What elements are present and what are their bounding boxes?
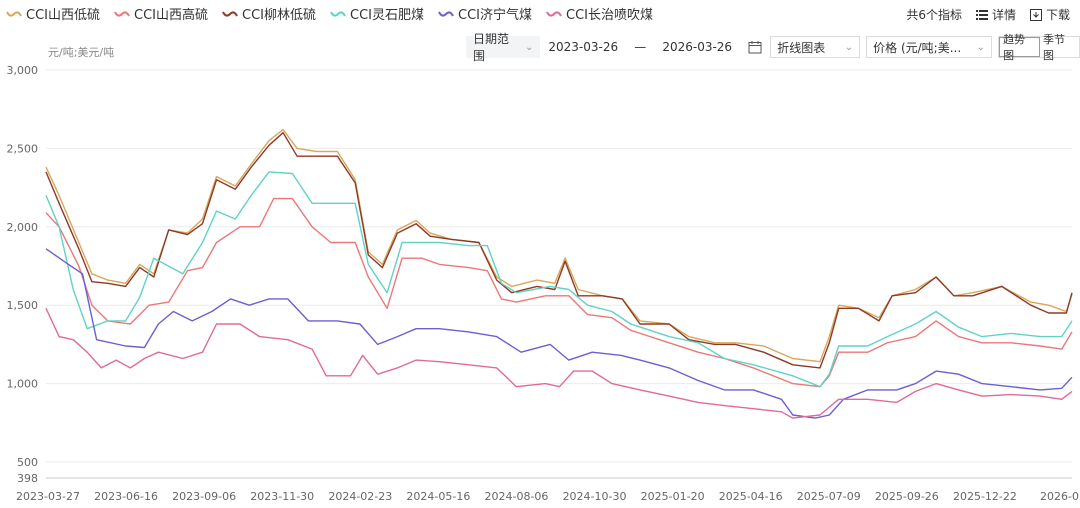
- series-line: [45, 197, 1073, 388]
- series-line: [45, 248, 1073, 419]
- chevron-down-icon: ⌄: [524, 41, 534, 53]
- legend-swatch-icon: [6, 9, 22, 19]
- legend-item[interactable]: CCI灵石肥煤: [330, 4, 424, 23]
- y-tick-label: 2,500: [7, 142, 39, 155]
- x-tick-label: 2023-06-16: [94, 490, 158, 503]
- legend-item[interactable]: CCI济宁气煤: [438, 4, 532, 23]
- details-label: 详情: [991, 8, 1016, 22]
- legend-swatch-icon: [222, 9, 238, 19]
- x-tick-label: 2023-09-06: [172, 490, 236, 503]
- unit-label: 元/吨;美元/吨: [48, 46, 115, 59]
- legend-swatch-icon: [546, 9, 562, 19]
- legend-item[interactable]: CCI山西高硫: [114, 4, 208, 23]
- chevron-down-icon: ⌄: [976, 41, 986, 53]
- indicator-count: 共6个指标: [906, 8, 962, 22]
- y-tick-label: 2,000: [7, 221, 39, 234]
- trend-view-button[interactable]: 趋势图: [999, 33, 1041, 62]
- x-tick-label: 2024-02-23: [328, 490, 392, 503]
- date-range-label: 日期范围: [473, 32, 510, 63]
- x-tick-label: 2026-03: [1040, 490, 1080, 503]
- view-mode-toggle: 趋势图 季节图: [998, 33, 1080, 62]
- chart-toolbar: 日期范围 ⌄ 2023-03-26 — 2026-03-26 折线图表 ⌄ 价格…: [466, 32, 1080, 63]
- download-icon: [1029, 8, 1042, 21]
- x-tick-label: 2025-09-26: [875, 490, 939, 503]
- x-tick-label: 2025-04-16: [719, 490, 783, 503]
- x-tick-label: 2025-12-22: [953, 490, 1017, 503]
- chart-type-value: 折线图表: [777, 40, 826, 55]
- legend-item[interactable]: CCI柳林低硫: [222, 4, 316, 23]
- chart-legend: CCI山西低硫 CCI山西高硫 CCI柳林低硫 CCI灵石肥煤 CCI济宁气煤 CCI长治…: [6, 4, 653, 23]
- x-tick-label: 2025-07-09: [797, 490, 861, 503]
- legend-label: CCI济宁气煤: [458, 8, 532, 23]
- x-tick-label: 2024-08-06: [484, 490, 548, 503]
- legend-swatch-icon: [330, 9, 346, 19]
- price-unit-select[interactable]: 价格 (元/吨;美... ⌄: [866, 36, 993, 58]
- legend-item[interactable]: CCI山西低硫: [6, 4, 100, 23]
- calendar-icon[interactable]: [748, 40, 762, 54]
- end-date-input[interactable]: 2026-03-26: [662, 40, 733, 54]
- y-tick-label: 1,500: [7, 299, 39, 312]
- legend-label: CCI山西高硫: [134, 8, 208, 23]
- download-label: 下载: [1045, 8, 1070, 22]
- series-line: [45, 171, 1073, 388]
- series-line: [45, 132, 1073, 369]
- legend-label: CCI山西低硫: [26, 8, 100, 23]
- chart-type-select[interactable]: 折线图表 ⌄: [770, 36, 861, 58]
- y-tick-label: 398: [17, 472, 38, 485]
- price-unit-value: 价格 (元/吨;美...: [873, 40, 962, 55]
- series-line: [45, 308, 1073, 419]
- legend-label: CCI灵石肥煤: [350, 8, 424, 23]
- seasonal-view-button[interactable]: 季节图: [1043, 33, 1066, 62]
- x-tick-label: 2023-11-30: [250, 490, 314, 503]
- legend-label: CCI长治喷吹煤: [566, 8, 653, 23]
- x-tick-label: 2023-03-27: [16, 490, 80, 503]
- y-tick-label: 500: [17, 456, 38, 469]
- list-icon: [975, 9, 988, 20]
- details-button[interactable]: 详情: [975, 6, 1016, 23]
- x-tick-label: 2024-05-16: [406, 490, 470, 503]
- header-actions: 共6个指标 详情 下载: [906, 6, 1070, 23]
- date-range-picker[interactable]: 2023-03-26 — 2026-03-26: [546, 36, 765, 58]
- y-tick-label: 1,000: [7, 378, 39, 391]
- x-tick-label: 2024-10-30: [563, 490, 627, 503]
- chevron-down-icon: ⌄: [844, 41, 854, 53]
- legend-item[interactable]: CCI长治喷吹煤: [546, 4, 653, 23]
- date-separator: —: [634, 40, 647, 54]
- start-date-input[interactable]: 2023-03-26: [548, 40, 619, 54]
- date-range-dropdown[interactable]: 日期范围 ⌄: [466, 32, 541, 63]
- x-tick-label: 2025-01-20: [641, 490, 705, 503]
- legend-swatch-icon: [438, 9, 454, 19]
- download-button[interactable]: 下载: [1029, 6, 1070, 23]
- y-tick-label: 3,000: [7, 64, 39, 77]
- legend-swatch-icon: [114, 9, 130, 19]
- legend-label: CCI柳林低硫: [242, 8, 316, 23]
